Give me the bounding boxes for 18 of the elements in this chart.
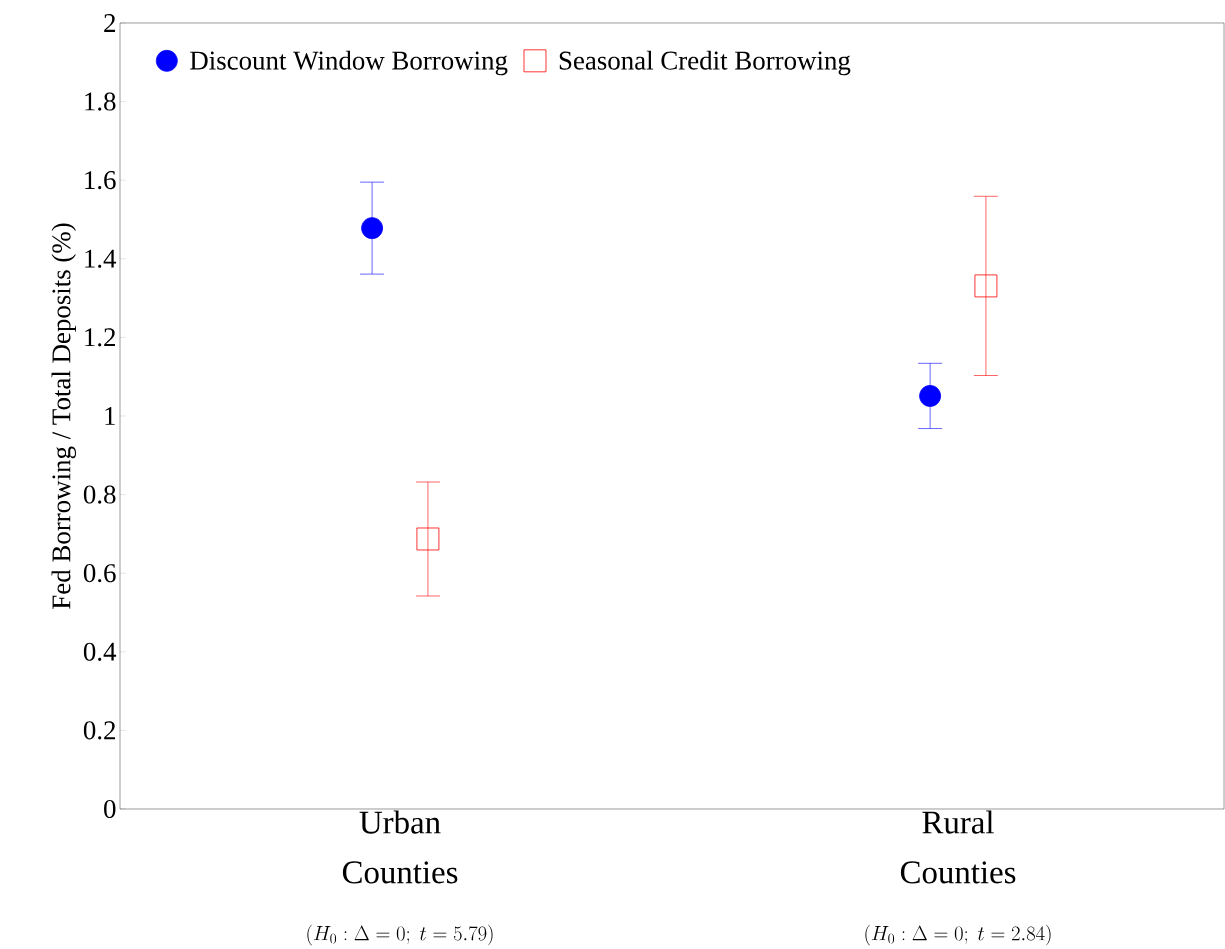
y-tick-label: 1.6: [85, 171, 116, 190]
y-axis-title: Fed Borrowing / Total Deposits (%): [51, 223, 77, 610]
x-tick-label: Rural Counties: [900, 810, 1016, 884]
y-tick-label: 0.2: [83, 721, 115, 740]
y-tick-label: 0.4: [83, 642, 117, 662]
y-tick-label: 1.8: [85, 92, 116, 111]
y-tick-label: 1: [105, 407, 115, 426]
y-tick-label: 1.2: [85, 328, 115, 347]
y-tick-label: 2: [104, 14, 115, 33]
y-tick-label: 0.8: [83, 485, 116, 504]
y-tick-label: 0.6: [83, 564, 116, 583]
legend-label: Seasonal Credit Borrowing: [559, 50, 851, 76]
text: $(H_0 : \Delta = 0;\ t =2.84)$: [865, 924, 1051, 946]
legend-label: Discount Window Borrowing: [190, 50, 508, 76]
y-tick-label: 0: [104, 800, 116, 819]
text: $(H_0 : \Delta = 0;\ t =5.79)$: [307, 924, 493, 946]
x-tick-label: Urban Counties: [342, 810, 458, 884]
y-tick-label: 1.4: [85, 249, 117, 269]
